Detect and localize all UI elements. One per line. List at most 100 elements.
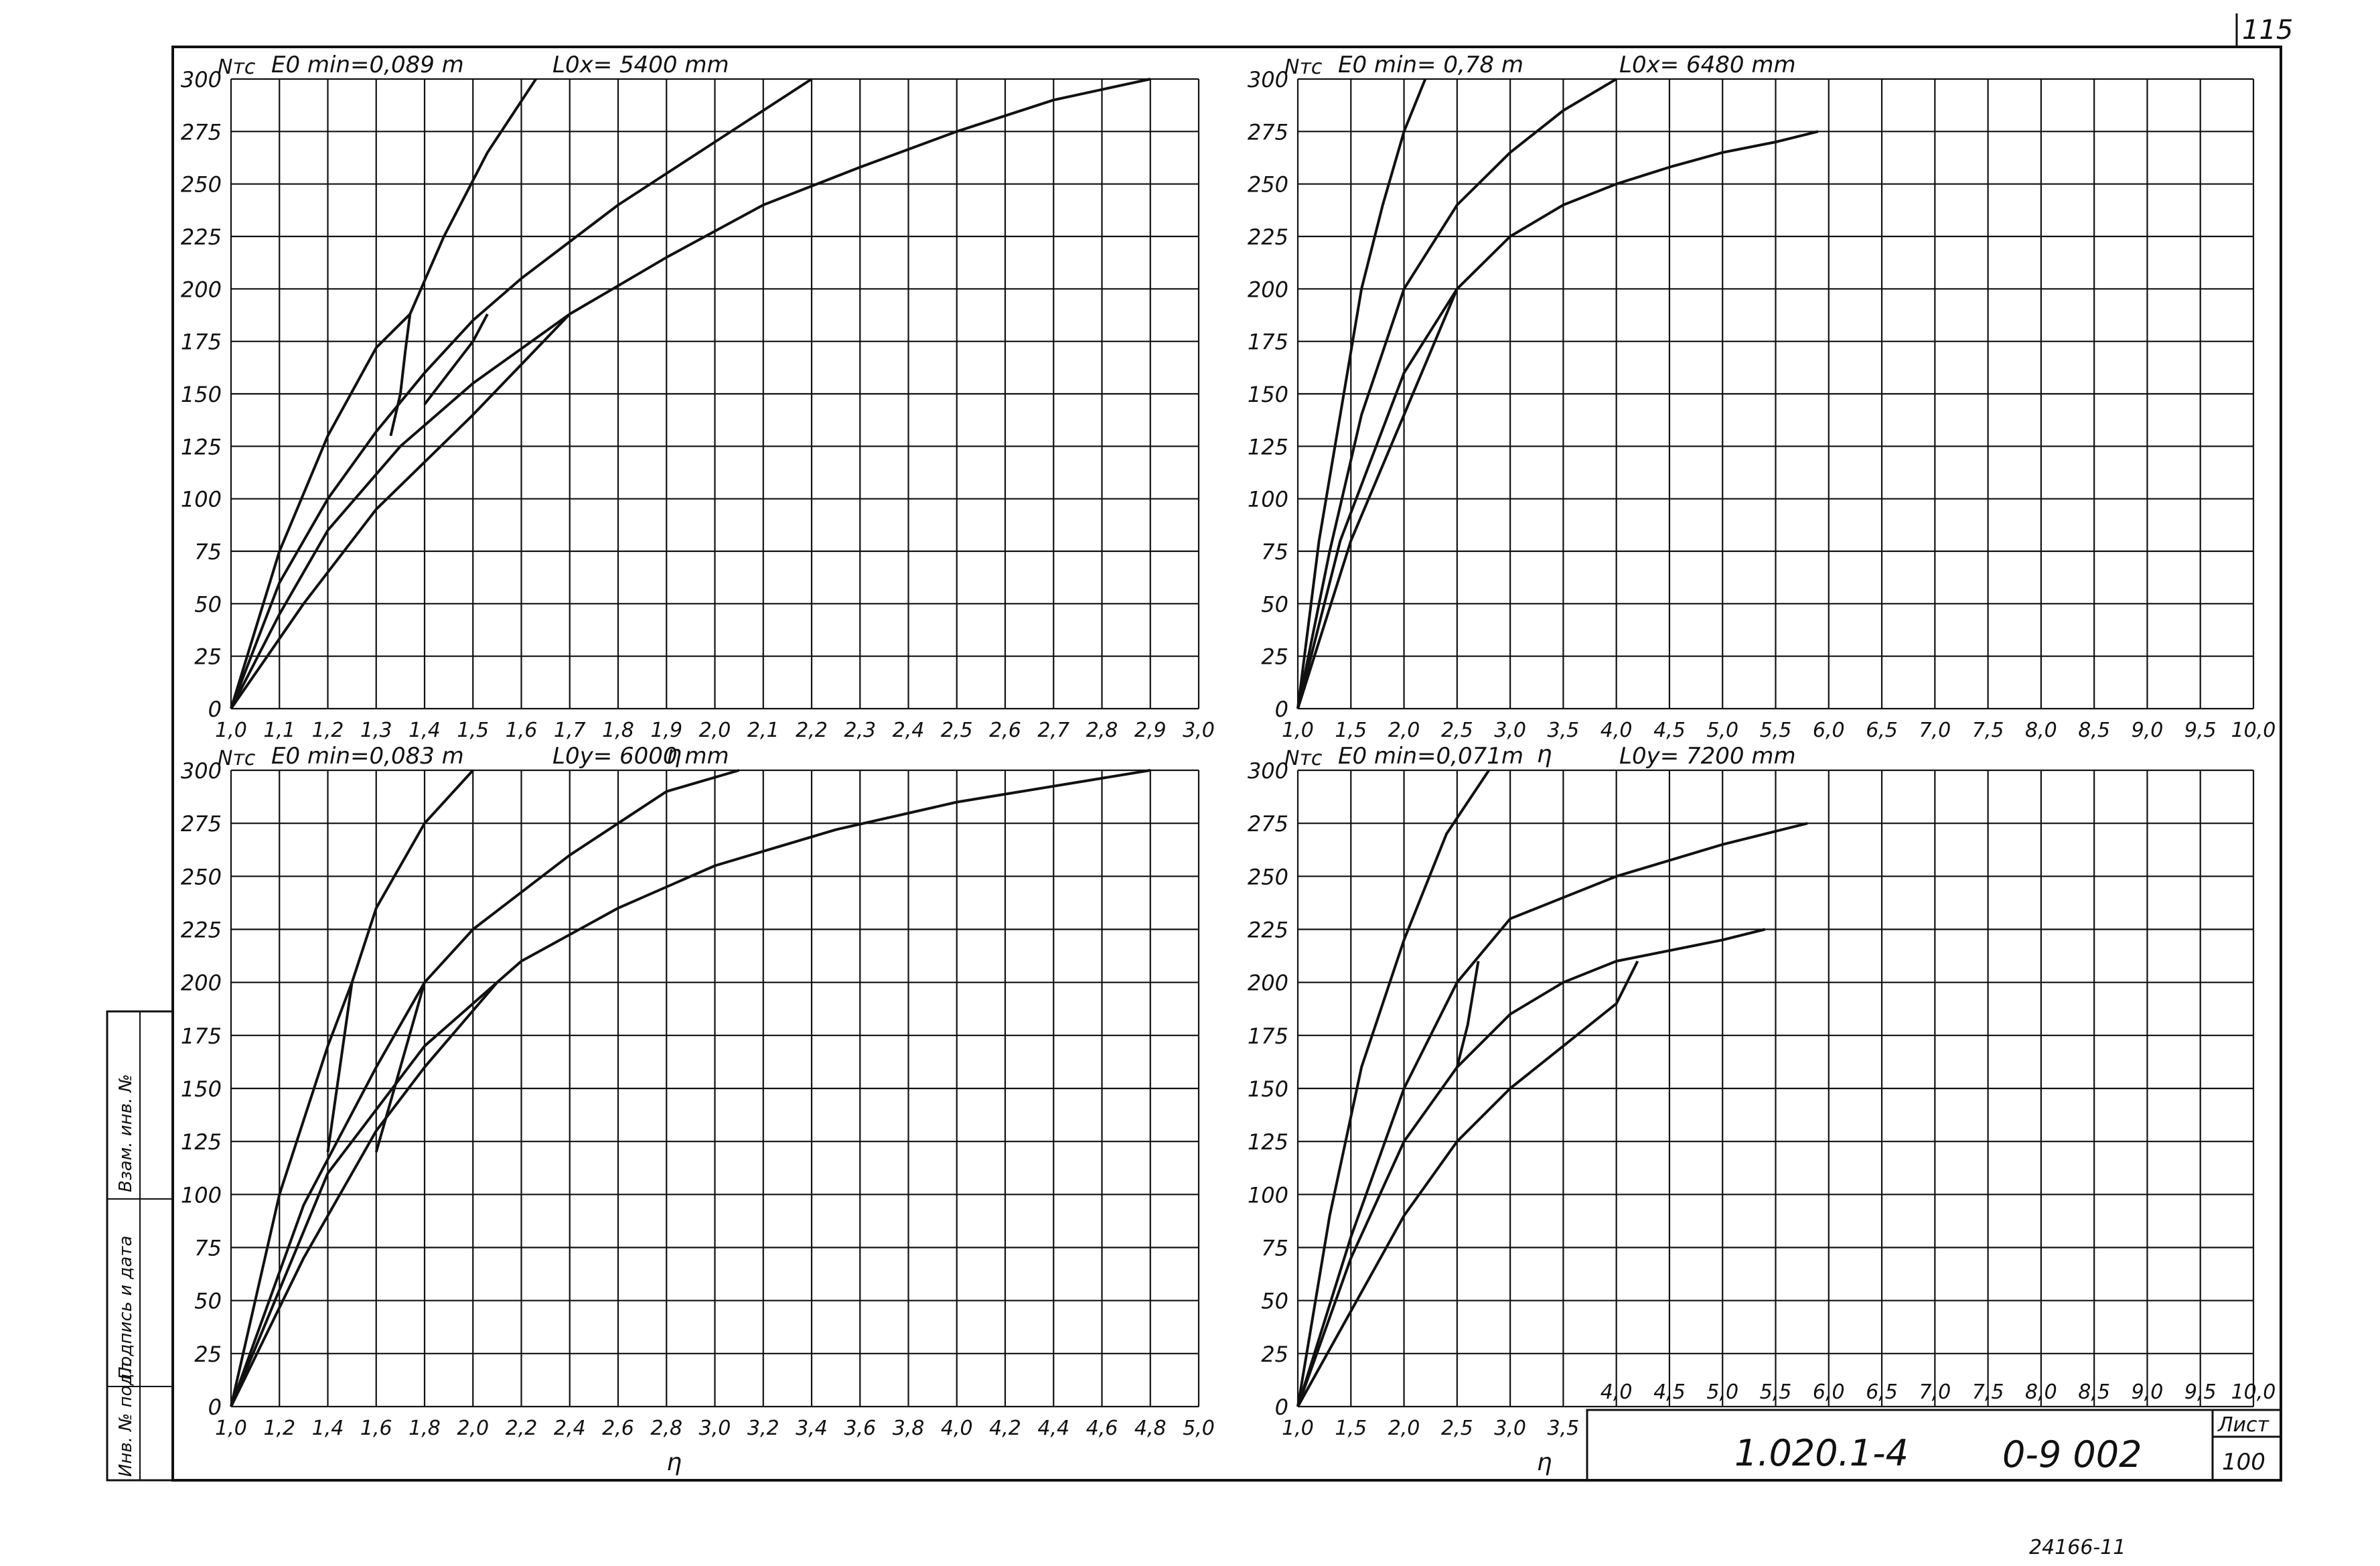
y-tick-label: 100 — [181, 1182, 222, 1208]
x-tick-label: 2,4 — [554, 1417, 586, 1440]
y-tick-label: 100 — [1248, 487, 1288, 512]
x-tick-label: 2,2 — [506, 1417, 538, 1440]
x-tick-label: 3,0 — [1183, 719, 1215, 742]
y-tick-label: 300 — [1248, 67, 1288, 92]
x-tick-label: 5,0 — [1706, 719, 1738, 742]
y-tick-label: 50 — [1261, 591, 1288, 617]
y-tick-label: 25 — [194, 1342, 222, 1367]
x-tick-label: 1,7 — [554, 719, 586, 742]
series-line — [1296, 130, 1819, 709]
y-tick-label: 150 — [1248, 382, 1288, 407]
y-tick-label: 250 — [1248, 864, 1288, 889]
x-tick-label: 2,8 — [1086, 719, 1118, 742]
x-tick-label: 3,4 — [796, 1417, 828, 1440]
x-axis-label: η — [666, 741, 682, 768]
sheet-number: 100 — [2222, 1449, 2265, 1476]
x-tick-label: 9,5 — [2184, 719, 2217, 742]
x-tick-label: 1,0 — [1282, 719, 1314, 742]
y-tick-label: 200 — [181, 277, 222, 302]
x-tick-label: 2,2 — [796, 719, 828, 742]
x-tick-label: 7,0 — [1919, 1380, 1951, 1404]
chart-note-eccentricity: E0 min=0,083 m — [271, 743, 464, 770]
x-tick-label: 2,8 — [650, 1417, 682, 1440]
y-axis-label: Nтс — [218, 747, 256, 770]
x-tick-label: 1,6 — [506, 719, 538, 742]
series-line — [1296, 822, 1808, 1407]
y-tick-label: 100 — [181, 487, 222, 512]
series-line — [230, 769, 740, 1407]
series-line — [230, 78, 813, 709]
x-tick-label: 5,0 — [1706, 1380, 1738, 1404]
x-tick-label: 8,5 — [2078, 719, 2110, 742]
chart-note-eccentricity: E0 min= 0,78 m — [1338, 52, 1523, 78]
x-tick-label: 2,6 — [602, 1417, 634, 1440]
x-tick-label: 4,0 — [1601, 1380, 1633, 1404]
y-tick-label: 275 — [181, 119, 222, 145]
x-tick-label: 4,5 — [1653, 1380, 1686, 1404]
y-tick-label: 250 — [181, 864, 222, 889]
chart-note-length: L0y= 7200 mm — [1619, 743, 1796, 770]
y-tick-label: 125 — [181, 434, 222, 459]
x-tick-label: 1,2 — [263, 1417, 295, 1440]
y-tick-label: 50 — [1261, 1289, 1288, 1314]
x-tick-label: 1,3 — [360, 719, 392, 742]
x-tick-label: 3,2 — [747, 1417, 779, 1440]
x-tick-label: 9,0 — [2132, 719, 2164, 742]
sheet-label: Лист — [2217, 1413, 2270, 1437]
side-stamp: Инв. № подл. Подпись и дата Взам. инв. № — [106, 1010, 174, 1482]
series-line — [423, 313, 489, 405]
x-tick-label: 1,5 — [457, 719, 489, 742]
series-line — [1296, 928, 1766, 1407]
x-tick-label: 2,5 — [1441, 1417, 1473, 1440]
y-tick-label: 0 — [1275, 1395, 1288, 1420]
x-tick-label: 2,0 — [1388, 719, 1420, 742]
series-line — [1296, 288, 1459, 709]
x-tick-label: 2,5 — [941, 719, 973, 742]
x-tick-label: 4,4 — [1037, 1417, 1069, 1440]
x-tick-label: 10,0 — [2231, 1380, 2276, 1404]
y-axis-label: Nтс — [1284, 747, 1323, 770]
sheet-frame — [171, 46, 2282, 1482]
chart-panel-bottom-left: 0 25 50 75 100 125 150 175 200 225 250 275 300 1,0 1,2… — [181, 743, 1215, 1476]
y-tick-label: 250 — [1248, 172, 1288, 198]
x-tick-label: 2,1 — [747, 719, 779, 742]
series-line — [1296, 960, 1639, 1407]
x-tick-label: 2,6 — [989, 719, 1021, 742]
y-tick-label: 175 — [181, 1023, 222, 1049]
x-tick-label: 4,2 — [989, 1417, 1021, 1440]
y-tick-label: 25 — [1261, 1342, 1288, 1367]
x-tick-label: 8,0 — [2025, 719, 2057, 742]
y-tick-label: 75 — [194, 539, 222, 565]
series-line — [1296, 78, 1427, 709]
side-stamp-sign: Подпись и дата — [116, 1236, 136, 1380]
chart-panel-top-right: 0 25 50 75 100 125 150 175 200 225 250 275 300 1,0 1,5… — [1248, 52, 2276, 768]
series-line — [1296, 769, 1491, 1407]
y-tick-label: 275 — [1248, 119, 1288, 145]
y-tick-label: 225 — [181, 918, 222, 943]
y-tick-label: 175 — [1248, 1023, 1288, 1049]
x-tick-label: 1,0 — [215, 1417, 247, 1440]
series-line — [230, 313, 571, 710]
y-tick-label: 50 — [194, 1289, 222, 1314]
y-tick-label: 75 — [1261, 1236, 1288, 1261]
side-stamp-inv: Инв. № подл. — [116, 1357, 136, 1477]
x-tick-label: 4,8 — [1134, 1417, 1167, 1440]
chart-note-length: L0x= 6480 mm — [1619, 52, 1796, 78]
y-tick-label: 125 — [1248, 434, 1288, 459]
y-tick-label: 300 — [181, 758, 222, 784]
x-tick-label: 1,4 — [408, 719, 441, 742]
x-tick-label: 3,8 — [893, 1417, 925, 1440]
x-tick-label: 7,5 — [1972, 719, 2004, 742]
y-tick-label: 0 — [208, 1395, 222, 1420]
y-tick-label: 100 — [1248, 1182, 1288, 1208]
chart-note-length: L0y= 6000 mm — [552, 743, 729, 770]
sheet-code: 0-9 002 — [2002, 1433, 2142, 1476]
y-tick-label: 150 — [1248, 1076, 1288, 1102]
title-block-frame — [1586, 1409, 2282, 1482]
x-tick-label: 4,6 — [1086, 1417, 1118, 1440]
x-tick-label: 2,0 — [457, 1417, 489, 1440]
series-line — [389, 313, 412, 437]
series-line — [1296, 78, 1617, 709]
series-line — [230, 78, 537, 709]
